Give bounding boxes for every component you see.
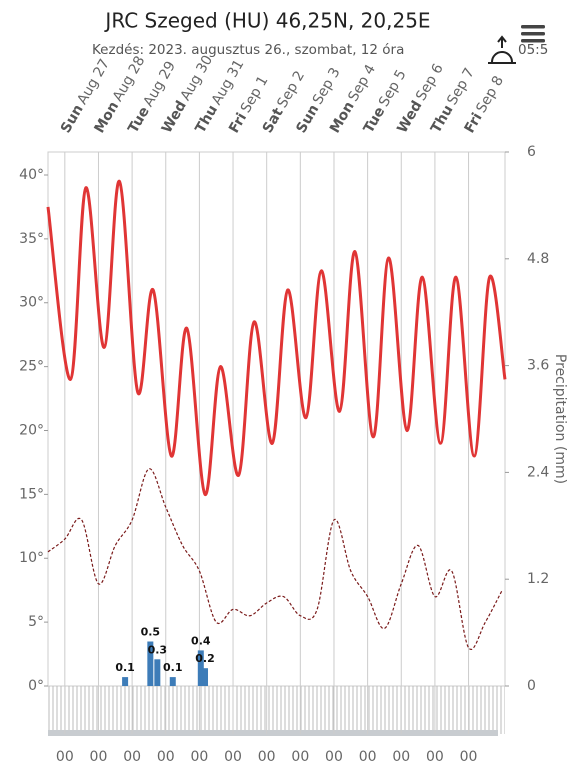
y-tick-label: 15° — [19, 486, 44, 502]
weekday: Fri — [226, 110, 250, 136]
x-tick-label: 00 — [325, 749, 343, 765]
y-tick-label: 20° — [19, 422, 44, 438]
chart-title: JRC Szeged (HU) 46,25N, 20,25E — [103, 9, 430, 33]
precip-label: 0.5 — [141, 626, 161, 639]
x-tick-label: 00 — [157, 749, 175, 765]
weekday: Mon — [327, 99, 358, 136]
weekday: Fri — [462, 110, 486, 136]
y2-tick-label: 3.6 — [527, 358, 549, 374]
menu-button[interactable] — [521, 25, 545, 43]
y-tick-label: 30° — [19, 295, 44, 311]
precip-label: 0.4 — [191, 634, 211, 647]
precip-label: 0.1 — [115, 661, 135, 674]
sunrise-time: 05:5 — [518, 42, 548, 58]
date: Sep 6 — [413, 61, 447, 103]
y2-tick-label: 0 — [527, 678, 536, 694]
x-tick-label: 00 — [190, 749, 208, 765]
precip-label: 0.1 — [163, 661, 183, 674]
weekday: Thu — [428, 102, 457, 136]
precip-bar — [202, 668, 209, 686]
date: Sep 8 — [473, 73, 507, 115]
weekday: Tue — [125, 104, 153, 136]
wind-strip — [48, 686, 505, 734]
y2-axis-label: Precipitation (mm) — [552, 354, 568, 484]
weekday: Tue — [361, 104, 389, 136]
precip-bar — [169, 677, 176, 686]
weekday: Sat — [260, 105, 287, 136]
date: Sep 2 — [274, 68, 308, 110]
date: Sep 3 — [310, 65, 344, 107]
dew-point-line — [47, 468, 503, 651]
date: Sep 1 — [238, 73, 272, 115]
precip-bar — [197, 650, 204, 686]
sunrise-icon — [488, 35, 516, 64]
precip-label: 0.3 — [148, 643, 168, 656]
y-tick-label: 10° — [19, 550, 44, 566]
weekday: Mon — [92, 99, 123, 136]
weekday: Thu — [192, 102, 221, 136]
x-tick-label: 00 — [392, 749, 410, 765]
precip-bar — [147, 641, 154, 686]
scroll-bar — [48, 730, 498, 736]
y-tick-label: 25° — [19, 359, 44, 375]
y-tick-label: 0° — [28, 678, 44, 694]
y2-tick-label: 4.8 — [527, 251, 549, 267]
chart-subtitle: Kezdés: 2023. augusztus 26., szombat, 12… — [92, 42, 404, 58]
y-tick-label: 35° — [19, 231, 44, 247]
x-tick-label: 00 — [359, 749, 377, 765]
x-tick-label: 00 — [90, 749, 108, 765]
x-tick-label: 00 — [460, 749, 478, 765]
x-tick-label: 00 — [291, 749, 309, 765]
precip-bar — [154, 659, 161, 686]
y-tick-label: 5° — [28, 614, 44, 630]
x-tick-label: 00 — [258, 749, 276, 765]
temperature-line — [46, 179, 507, 496]
y2-tick-label: 1.2 — [527, 571, 549, 587]
date: Sep 5 — [376, 67, 410, 109]
weekday: Sun — [58, 102, 87, 136]
y2-tick-label: 6 — [527, 144, 536, 160]
x-tick-label: 00 — [426, 749, 444, 765]
weekday: Wed — [394, 98, 425, 136]
precip-bar — [122, 677, 129, 686]
precip-label: 0.2 — [195, 652, 215, 665]
y-tick-label: 40° — [19, 167, 44, 183]
weekday: Wed — [159, 98, 190, 136]
weekday: Sun — [293, 102, 322, 136]
date: Sep 7 — [444, 65, 478, 107]
x-tick-label: 00 — [56, 749, 74, 765]
y2-tick-label: 2.4 — [527, 464, 549, 480]
x-tick-label: 00 — [123, 749, 141, 765]
x-tick-label: 00 — [224, 749, 242, 765]
date: Sep 4 — [345, 62, 379, 104]
